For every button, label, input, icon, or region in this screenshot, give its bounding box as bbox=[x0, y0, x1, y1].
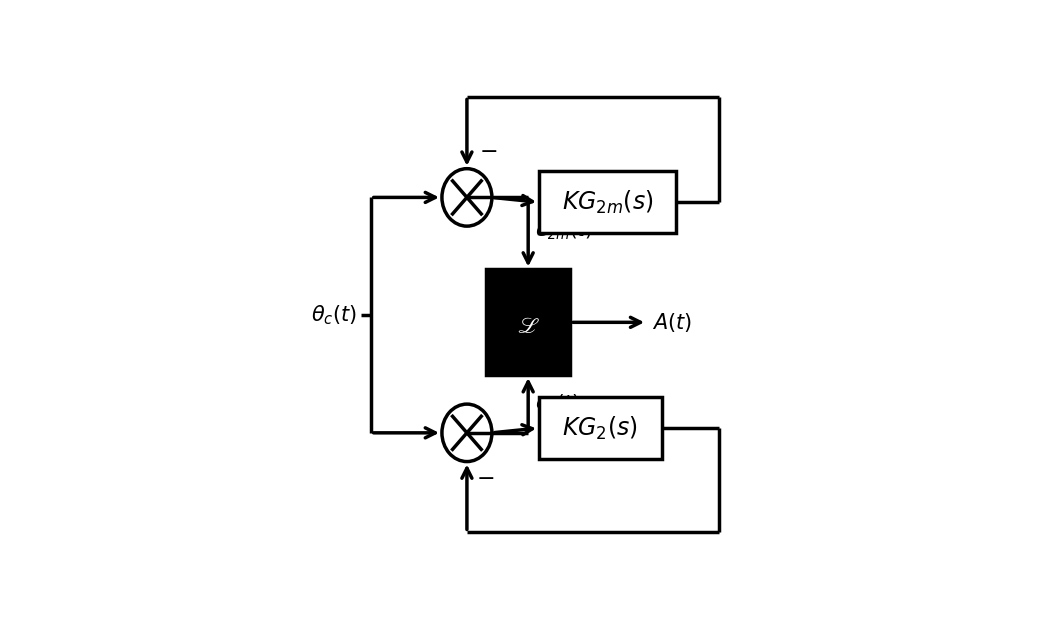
Text: $-$: $-$ bbox=[478, 139, 497, 162]
Text: $KG_{2m}(s)$: $KG_{2m}(s)$ bbox=[561, 188, 653, 216]
Bar bbox=[539, 171, 676, 233]
Text: $-$: $-$ bbox=[475, 466, 494, 489]
Text: $e_{2m}(t)$: $e_{2m}(t)$ bbox=[535, 220, 593, 242]
Bar bbox=[539, 397, 662, 459]
Text: $\mathscr{L}$: $\mathscr{L}$ bbox=[517, 316, 539, 338]
Bar bbox=[486, 270, 571, 375]
Text: $e_{2}(t)$: $e_{2}(t)$ bbox=[535, 393, 580, 415]
Text: $A(t)$: $A(t)$ bbox=[652, 311, 692, 334]
Text: $\theta_c(t)$: $\theta_c(t)$ bbox=[311, 303, 357, 327]
Text: $KG_{2}(s)$: $KG_{2}(s)$ bbox=[562, 414, 638, 442]
